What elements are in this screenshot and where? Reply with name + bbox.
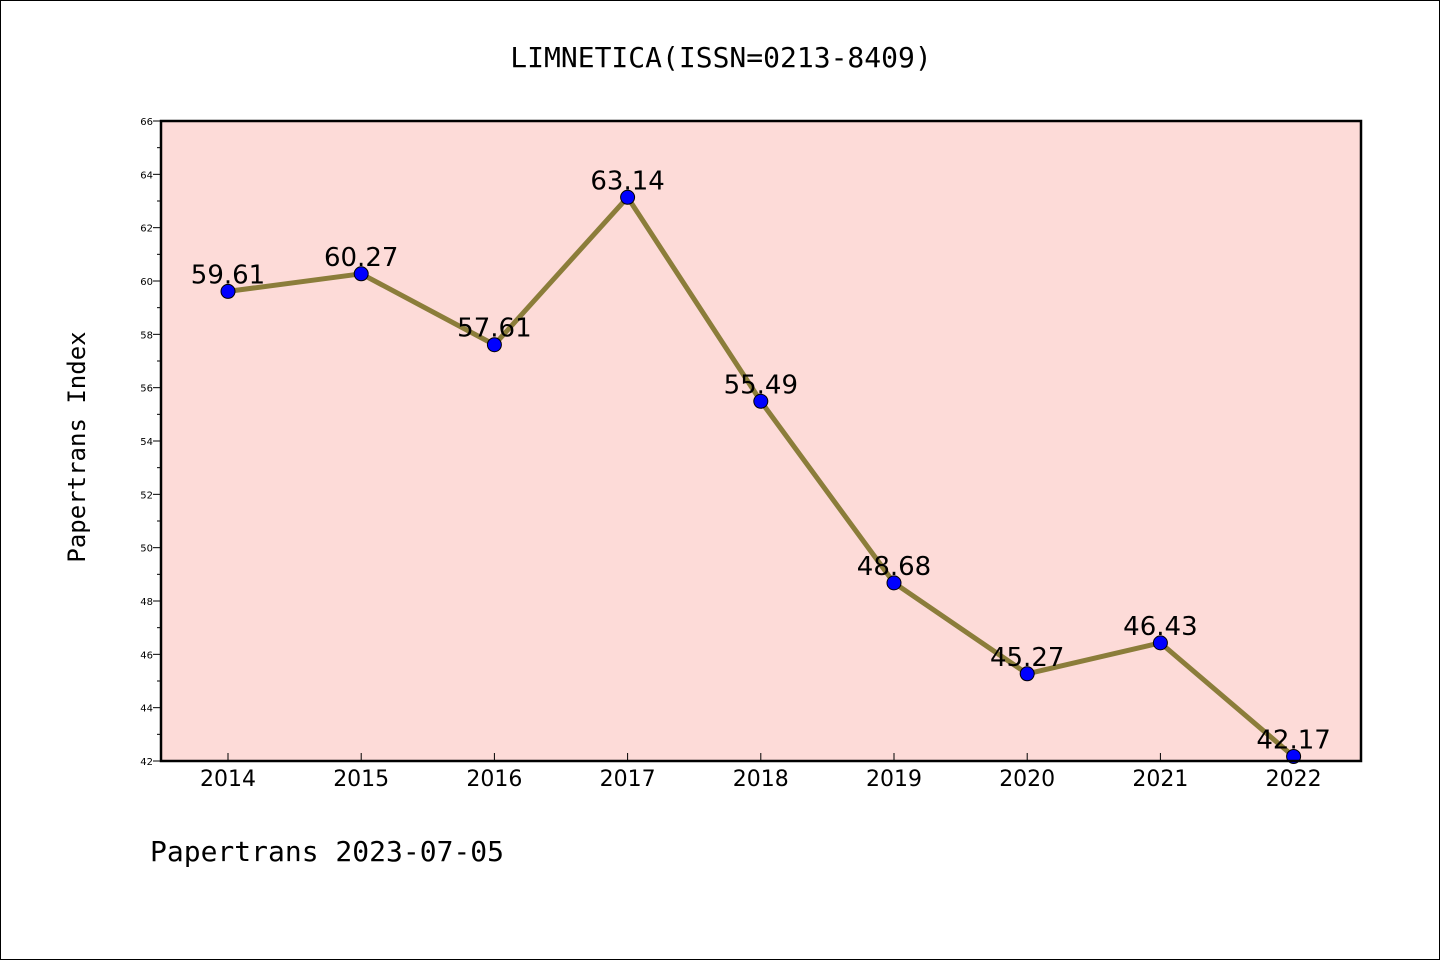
y-axis: 42 44 46 48 50 52 54 56 58 60 62 64 66 (140, 117, 161, 768)
plot-area (161, 121, 1361, 761)
y-tick-label: 56 (140, 384, 153, 395)
data-label: 48.68 (857, 552, 931, 582)
y-tick-label: 54 (140, 437, 153, 448)
data-label: 45.27 (990, 643, 1064, 673)
y-tick-label: 64 (140, 170, 153, 181)
data-labels: 59.61 60.27 57.61 63.14 55.49 48.68 45.27 46.43… (191, 166, 1331, 755)
y-tick-label: 58 (140, 330, 153, 341)
data-label: 60.27 (324, 243, 398, 273)
data-label: 59.61 (191, 260, 265, 290)
x-tick-label: 2022 (1266, 767, 1322, 792)
data-point (620, 189, 636, 205)
data-point (1019, 666, 1035, 682)
y-tick-label: 44 (140, 704, 153, 715)
data-point (486, 337, 502, 353)
chart-title: LIMNETICA(ISSN=0213-8409) (510, 41, 931, 74)
x-tick-label: 2015 (333, 767, 389, 792)
data-label: 55.49 (724, 370, 798, 400)
data-point (886, 575, 902, 591)
y-tick-label: 42 (140, 757, 153, 768)
x-tick-label: 2017 (600, 767, 656, 792)
footer-watermark: Papertrans 2023-07-05 (150, 835, 505, 868)
y-tick-label: 66 (140, 117, 153, 128)
x-tick-label: 2021 (1132, 767, 1188, 792)
data-label: 42.17 (1256, 725, 1330, 755)
y-tick-label: 62 (140, 224, 153, 235)
y-tick-label: 60 (140, 277, 153, 288)
x-tick-label: 2019 (866, 767, 922, 792)
x-tick-label: 2014 (200, 767, 256, 792)
data-point (753, 393, 769, 409)
data-label: 57.61 (457, 314, 531, 344)
plot-border (159, 119, 1363, 763)
y-tick-label: 46 (140, 650, 153, 661)
data-label: 46.43 (1123, 612, 1197, 642)
y-tick-label: 52 (140, 490, 153, 501)
x-axis: 2014 2015 2016 2017 2018 2019 2020 2021 2022 (200, 753, 1322, 792)
data-point (1152, 635, 1168, 651)
y-tick-label: 48 (140, 597, 153, 608)
y-tick-label: 50 (140, 544, 153, 555)
data-point (220, 283, 236, 299)
data-point (353, 266, 369, 282)
x-tick-label: 2018 (733, 767, 789, 792)
x-tick-label: 2020 (999, 767, 1055, 792)
data-label: 63.14 (590, 166, 664, 196)
x-tick-label: 2016 (466, 767, 522, 792)
y-axis-label: Papertrans Index (63, 331, 91, 562)
